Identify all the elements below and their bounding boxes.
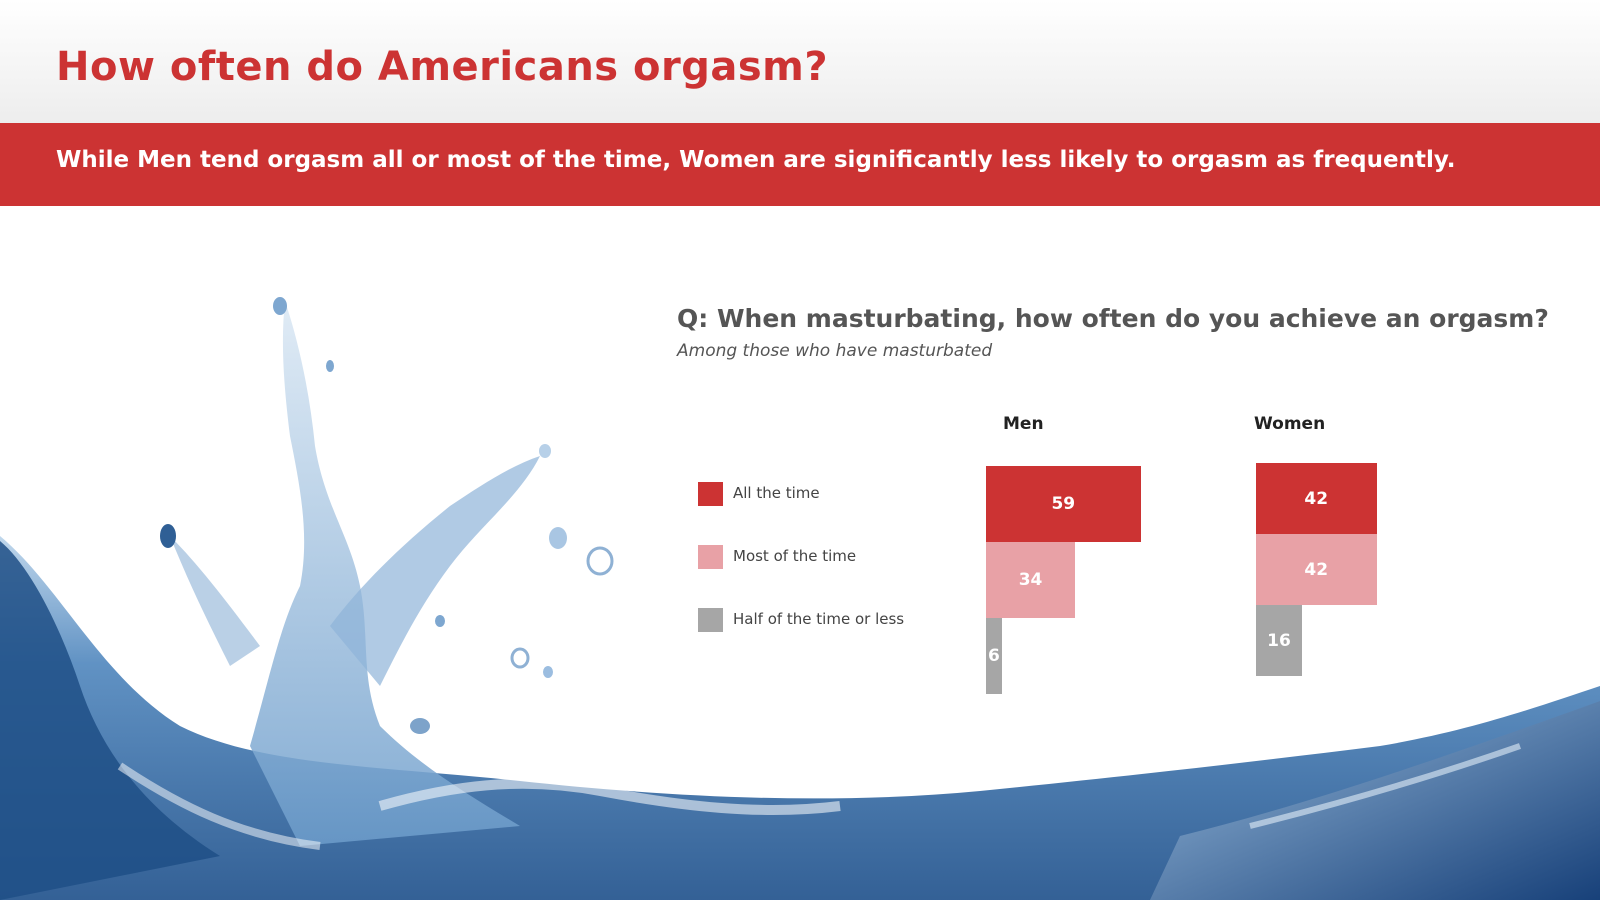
chart-question: Q: When masturbating, how often do you a… xyxy=(677,304,1549,333)
bar-value-women-all-the-time: 42 xyxy=(1304,489,1328,509)
bar-value-women-most-of-the-time: 42 xyxy=(1304,560,1328,580)
banner-subtitle: While Men tend orgasm all or most of the… xyxy=(56,147,1456,173)
legend-swatch-all-the-time xyxy=(698,482,723,506)
bar-value-women-half-or-less: 16 xyxy=(1267,631,1291,651)
page-title: How often do Americans orgasm? xyxy=(56,44,828,90)
bar-value-men-half-or-less: 6 xyxy=(988,646,1000,666)
bar-value-men-all-the-time: 59 xyxy=(1051,494,1075,514)
legend-label-all-the-time: All the time xyxy=(733,484,820,502)
group-label-women: Women xyxy=(1254,414,1325,434)
chart-subquestion: Among those who have masturbated xyxy=(677,341,992,361)
legend-label-half-or-less: Half of the time or less xyxy=(733,610,904,628)
legend-swatch-half-or-less xyxy=(698,608,723,632)
header: How often do Americans orgasm? xyxy=(0,0,1600,123)
legend-swatch-most-of-the-time xyxy=(698,545,723,569)
legend-label-most-of-the-time: Most of the time xyxy=(733,547,856,565)
group-label-men: Men xyxy=(1003,414,1044,434)
subtitle-banner: While Men tend orgasm all or most of the… xyxy=(0,123,1600,206)
bar-value-men-most-of-the-time: 34 xyxy=(1019,570,1043,590)
